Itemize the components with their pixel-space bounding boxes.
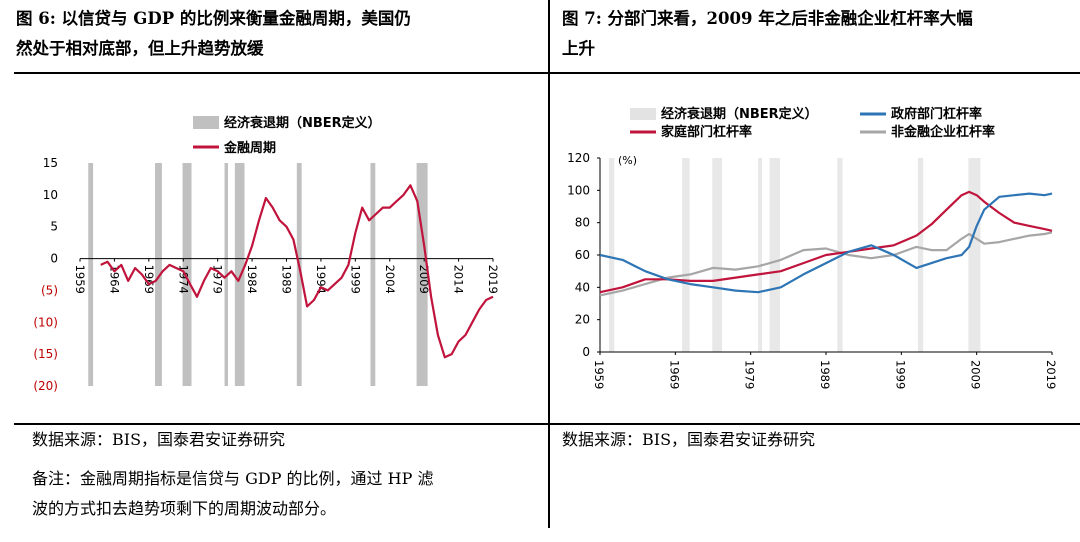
right-title-line2: 上升: [562, 39, 595, 58]
x-tick-label: 1989: [280, 265, 294, 294]
left-note-line2: 波的方式扣去趋势项剩下的周期波动部分。: [32, 499, 337, 518]
y-tick-label: 120: [567, 151, 590, 165]
recession-bar: [234, 163, 245, 386]
legend-label-corporate: 非金融企业杠杆率: [891, 124, 995, 140]
y-tick-label: 0: [50, 252, 58, 266]
x-tick-label: 1999: [893, 360, 907, 389]
y-tick-label: 20: [575, 313, 590, 327]
recession-bar: [682, 158, 690, 352]
y-tick-label: 60: [575, 248, 590, 262]
legend-swatch-recession: [193, 116, 219, 129]
y-tick-label: 100: [567, 183, 590, 197]
right-source-text: 数据来源：BIS，国泰君安证券研究: [562, 430, 816, 449]
legend-label-recession: 经济衰退期（NBER定义）: [224, 115, 381, 131]
recession-bar: [224, 163, 228, 386]
left-note: 备注：金融周期指标是信贷与 GDP 的比例，通过 HP 滤 波的方式扣去趋势项剩…: [32, 464, 433, 524]
y-tick-label: 0: [582, 345, 590, 359]
y-tick-label: 80: [575, 216, 590, 230]
recession-bar: [296, 163, 302, 386]
recession-bar: [155, 163, 162, 386]
x-tick-label: 1959: [73, 265, 87, 294]
y-tick-label: 5: [50, 220, 58, 234]
recession-bar: [182, 163, 192, 386]
left-title-line1: 图 6: 以信贷与 GDP 的比例来衡量金融周期，美国仍: [16, 9, 411, 28]
y-tick-label: (15): [33, 347, 58, 361]
legend-label-financial-cycle: 金融周期: [223, 140, 276, 156]
x-tick-label: 1984: [245, 265, 259, 294]
left-title-line2: 然处于相对底部，但上升趋势放缓: [16, 39, 264, 58]
y-tick-label: 15: [43, 156, 58, 170]
right-axes: 120 100 80 60 40 20 0 (%) 1959 1969 1979 1989 1999 20…: [567, 151, 1058, 389]
household-leverage-line: [599, 190, 1053, 294]
left-title-rule: [14, 72, 548, 74]
x-tick-label: 1974: [176, 265, 190, 294]
left-source-text: 数据来源：BIS，国泰君安证券研究: [32, 430, 286, 449]
recession-bar: [712, 158, 723, 352]
recession-bar: [609, 158, 615, 352]
x-tick-label: 1999: [348, 265, 362, 294]
right-title-rule: [550, 72, 1080, 74]
x-tick-label: 2019: [1044, 360, 1058, 389]
x-tick-label: 1964: [107, 265, 121, 294]
y-tick-label: 10: [43, 188, 58, 202]
x-tick-label: 1969: [142, 265, 156, 294]
legend-swatch-recession: [630, 108, 656, 120]
x-tick-label: 1989: [818, 360, 832, 389]
right-title-line1: 图 7: 分部门来看，2009 年之后非金融企业杠杆率大幅: [562, 9, 973, 28]
y-tick-label: (10): [33, 315, 58, 329]
left-source-rule: [14, 423, 548, 425]
right-figure-title: 图 7: 分部门来看，2009 年之后非金融企业杠杆率大幅 上升: [562, 4, 1072, 64]
y-tick-label: 40: [575, 280, 590, 294]
sector-leverage-chart: 120 100 80 60 40 20 0 (%) 1959 1969 1979 1989 1999 20…: [567, 106, 1058, 389]
left-figure-panel: 图 6: 以信贷与 GDP 的比例来衡量金融周期，美国仍 然处于相对底部，但上升…: [14, 4, 548, 524]
government-leverage-line: [599, 192, 1053, 294]
legend-label-government: 政府部门杠杆率: [891, 106, 982, 122]
right-figure-panel: 图 7: 分部门来看，2009 年之后非金融企业杠杆率大幅 上升 120 100 8…: [550, 0, 1080, 542]
y-unit-label: (%): [618, 154, 637, 167]
recession-bar: [769, 158, 781, 352]
x-tick-label: 2009: [969, 360, 983, 389]
recession-bar: [917, 158, 924, 352]
financial-cycle-chart: 15 10 5 0 (5) (10) (15) (20) 1959 1964 1969 1974 197…: [33, 115, 500, 393]
left-series-lines: [100, 184, 494, 359]
legend-label-recession: 经济衰退期（NBER定义）: [661, 106, 818, 122]
recession-bar: [88, 163, 94, 386]
y-tick-label: (5): [41, 283, 58, 297]
x-tick-label: 1979: [743, 360, 757, 389]
legend-label-household: 家庭部门杠杆率: [661, 124, 752, 140]
x-tick-label: 2019: [486, 265, 500, 294]
panel-divider: [548, 0, 550, 528]
x-tick-label: 1979: [211, 265, 225, 294]
x-tick-label: 1959: [592, 360, 606, 389]
recession-bar: [416, 163, 428, 386]
x-tick-label: 1994: [314, 265, 328, 294]
right-series-lines: [599, 190, 1053, 297]
left-recession-bars: [88, 163, 428, 386]
recession-bar: [370, 163, 376, 386]
nonfinancial-corporate-leverage-line: [599, 231, 1053, 297]
financial-cycle-line: [100, 184, 494, 359]
y-tick-label: (20): [33, 379, 58, 393]
right-source-rule: [550, 423, 1080, 425]
left-legend: 经济衰退期（NBER定义） 金融周期: [193, 115, 381, 156]
left-figure-title: 图 6: 以信贷与 GDP 的比例来衡量金融周期，美国仍 然处于相对底部，但上升…: [16, 4, 540, 64]
left-note-line1: 备注：金融周期指标是信贷与 GDP 的比例，通过 HP 滤: [32, 469, 434, 488]
recession-bar: [968, 158, 981, 352]
x-tick-label: 1969: [667, 360, 681, 389]
x-tick-label: 2004: [383, 265, 397, 294]
recession-bar: [758, 158, 762, 352]
left-axes: 15 10 5 0 (5) (10) (15) (20) 1959 1964 1969 1974 197…: [33, 156, 500, 393]
x-tick-label: 2014: [452, 265, 466, 294]
